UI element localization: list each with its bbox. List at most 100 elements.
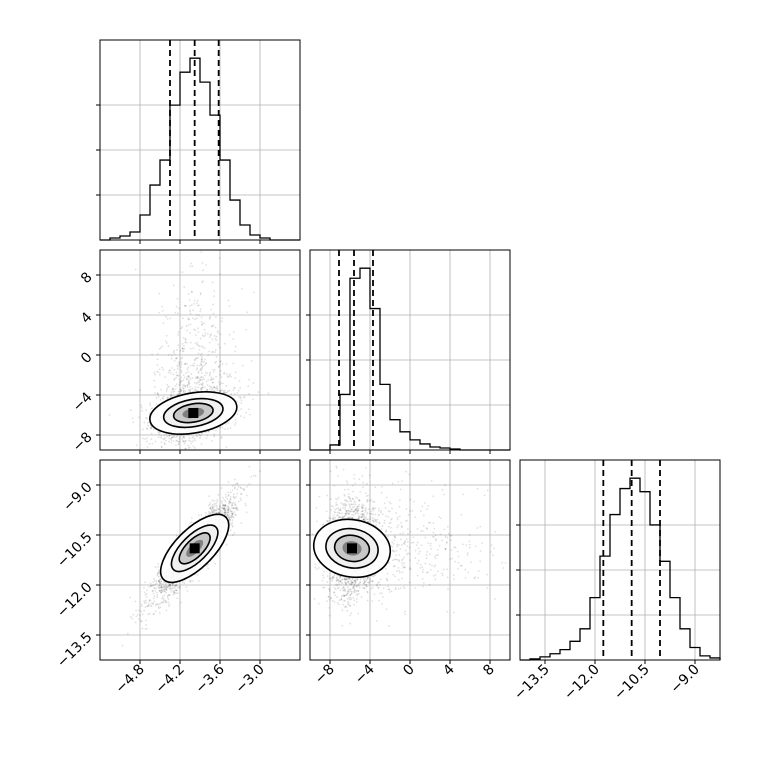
- sample-point: [355, 509, 358, 512]
- sample-point: [153, 577, 155, 580]
- sample-point: [176, 312, 179, 315]
- sample-point: [151, 442, 154, 445]
- sample-point: [175, 371, 178, 374]
- joint-param-1-param-2: 840−4−8: [70, 249, 301, 455]
- sample-point: [208, 350, 210, 353]
- sample-point: [253, 291, 255, 294]
- sample-point: [209, 334, 212, 337]
- histogram-bin: [230, 200, 240, 240]
- sample-point: [348, 512, 351, 515]
- sample-point: [184, 362, 187, 365]
- sample-point: [336, 584, 338, 587]
- sample-point: [231, 503, 234, 505]
- sample-point: [240, 487, 242, 489]
- sample-point: [218, 508, 221, 511]
- sample-point: [232, 493, 235, 495]
- sample-point: [180, 357, 183, 360]
- histogram-bin: [130, 232, 140, 240]
- sample-point: [212, 324, 215, 327]
- sample-point: [158, 292, 161, 295]
- histogram-bin: [700, 656, 710, 660]
- sample-point: [138, 609, 140, 612]
- sample-point: [162, 368, 165, 371]
- sample-point: [159, 586, 162, 588]
- sample-point: [178, 585, 181, 588]
- sample-point: [156, 594, 159, 596]
- sample-point: [229, 373, 231, 376]
- sample-point: [147, 605, 149, 608]
- sample-point: [198, 381, 200, 384]
- sample-point: [170, 394, 172, 397]
- sample-point: [143, 581, 146, 584]
- sample-point: [200, 358, 203, 361]
- histogram-bin: [240, 225, 250, 240]
- sample-point: [250, 475, 253, 478]
- sample-point: [213, 368, 216, 371]
- sample-point: [157, 569, 160, 572]
- sample-point: [433, 536, 435, 538]
- sample-point: [219, 360, 222, 363]
- sample-point: [213, 503, 216, 505]
- sample-point: [145, 593, 148, 595]
- sample-point: [199, 362, 202, 365]
- y-tick-label: −8: [70, 429, 96, 455]
- sample-point: [207, 510, 210, 513]
- sample-point: [344, 578, 346, 581]
- sample-point: [170, 393, 173, 396]
- sample-point: [229, 501, 232, 504]
- sample-point: [223, 503, 226, 506]
- sample-point: [200, 388, 203, 390]
- sample-point: [236, 507, 239, 510]
- sample-point: [194, 359, 197, 361]
- sample-point: [211, 499, 214, 502]
- histogram-bin: [650, 525, 660, 660]
- sample-point: [200, 432, 203, 435]
- sample-point: [201, 262, 204, 264]
- sample-point: [239, 387, 241, 389]
- sample-point: [191, 387, 194, 390]
- sample-point: [233, 393, 236, 395]
- sample-point: [216, 387, 218, 390]
- sample-point: [229, 508, 232, 511]
- sample-point: [156, 353, 159, 355]
- sample-point: [237, 500, 240, 503]
- sample-point: [214, 326, 217, 329]
- sample-point: [149, 585, 152, 587]
- sample-point: [165, 586, 168, 589]
- sample-point: [182, 384, 185, 387]
- sample-point: [108, 414, 111, 416]
- sample-point: [204, 374, 207, 377]
- sample-point: [162, 322, 165, 325]
- sample-point: [404, 566, 407, 569]
- sample-point: [205, 264, 208, 266]
- sample-point: [235, 508, 238, 511]
- sample-point: [165, 601, 167, 604]
- sample-point: [181, 347, 184, 350]
- sample-point: [165, 588, 168, 591]
- sample-point: [217, 512, 220, 514]
- sample-point: [165, 587, 167, 590]
- histogram-bin: [410, 440, 420, 450]
- sample-point: [154, 610, 157, 613]
- sample-point: [174, 444, 177, 447]
- sample-point: [167, 598, 170, 601]
- sample-point: [158, 368, 161, 371]
- sample-point: [225, 423, 228, 425]
- sample-point: [201, 334, 204, 337]
- sample-point: [227, 509, 230, 512]
- sample-point: [231, 514, 233, 516]
- sample-point: [150, 605, 153, 608]
- sample-point: [207, 513, 210, 516]
- sample-point: [140, 605, 143, 608]
- sample-point: [230, 510, 233, 513]
- sample-point: [160, 591, 163, 594]
- sample-point: [238, 395, 240, 398]
- sample-point: [154, 583, 157, 586]
- sample-point: [222, 504, 225, 507]
- sample-point: [148, 442, 151, 445]
- sample-point: [189, 364, 192, 367]
- sample-point: [141, 613, 144, 616]
- sample-point: [140, 404, 143, 407]
- sample-point: [188, 381, 191, 383]
- sample-point: [173, 349, 175, 352]
